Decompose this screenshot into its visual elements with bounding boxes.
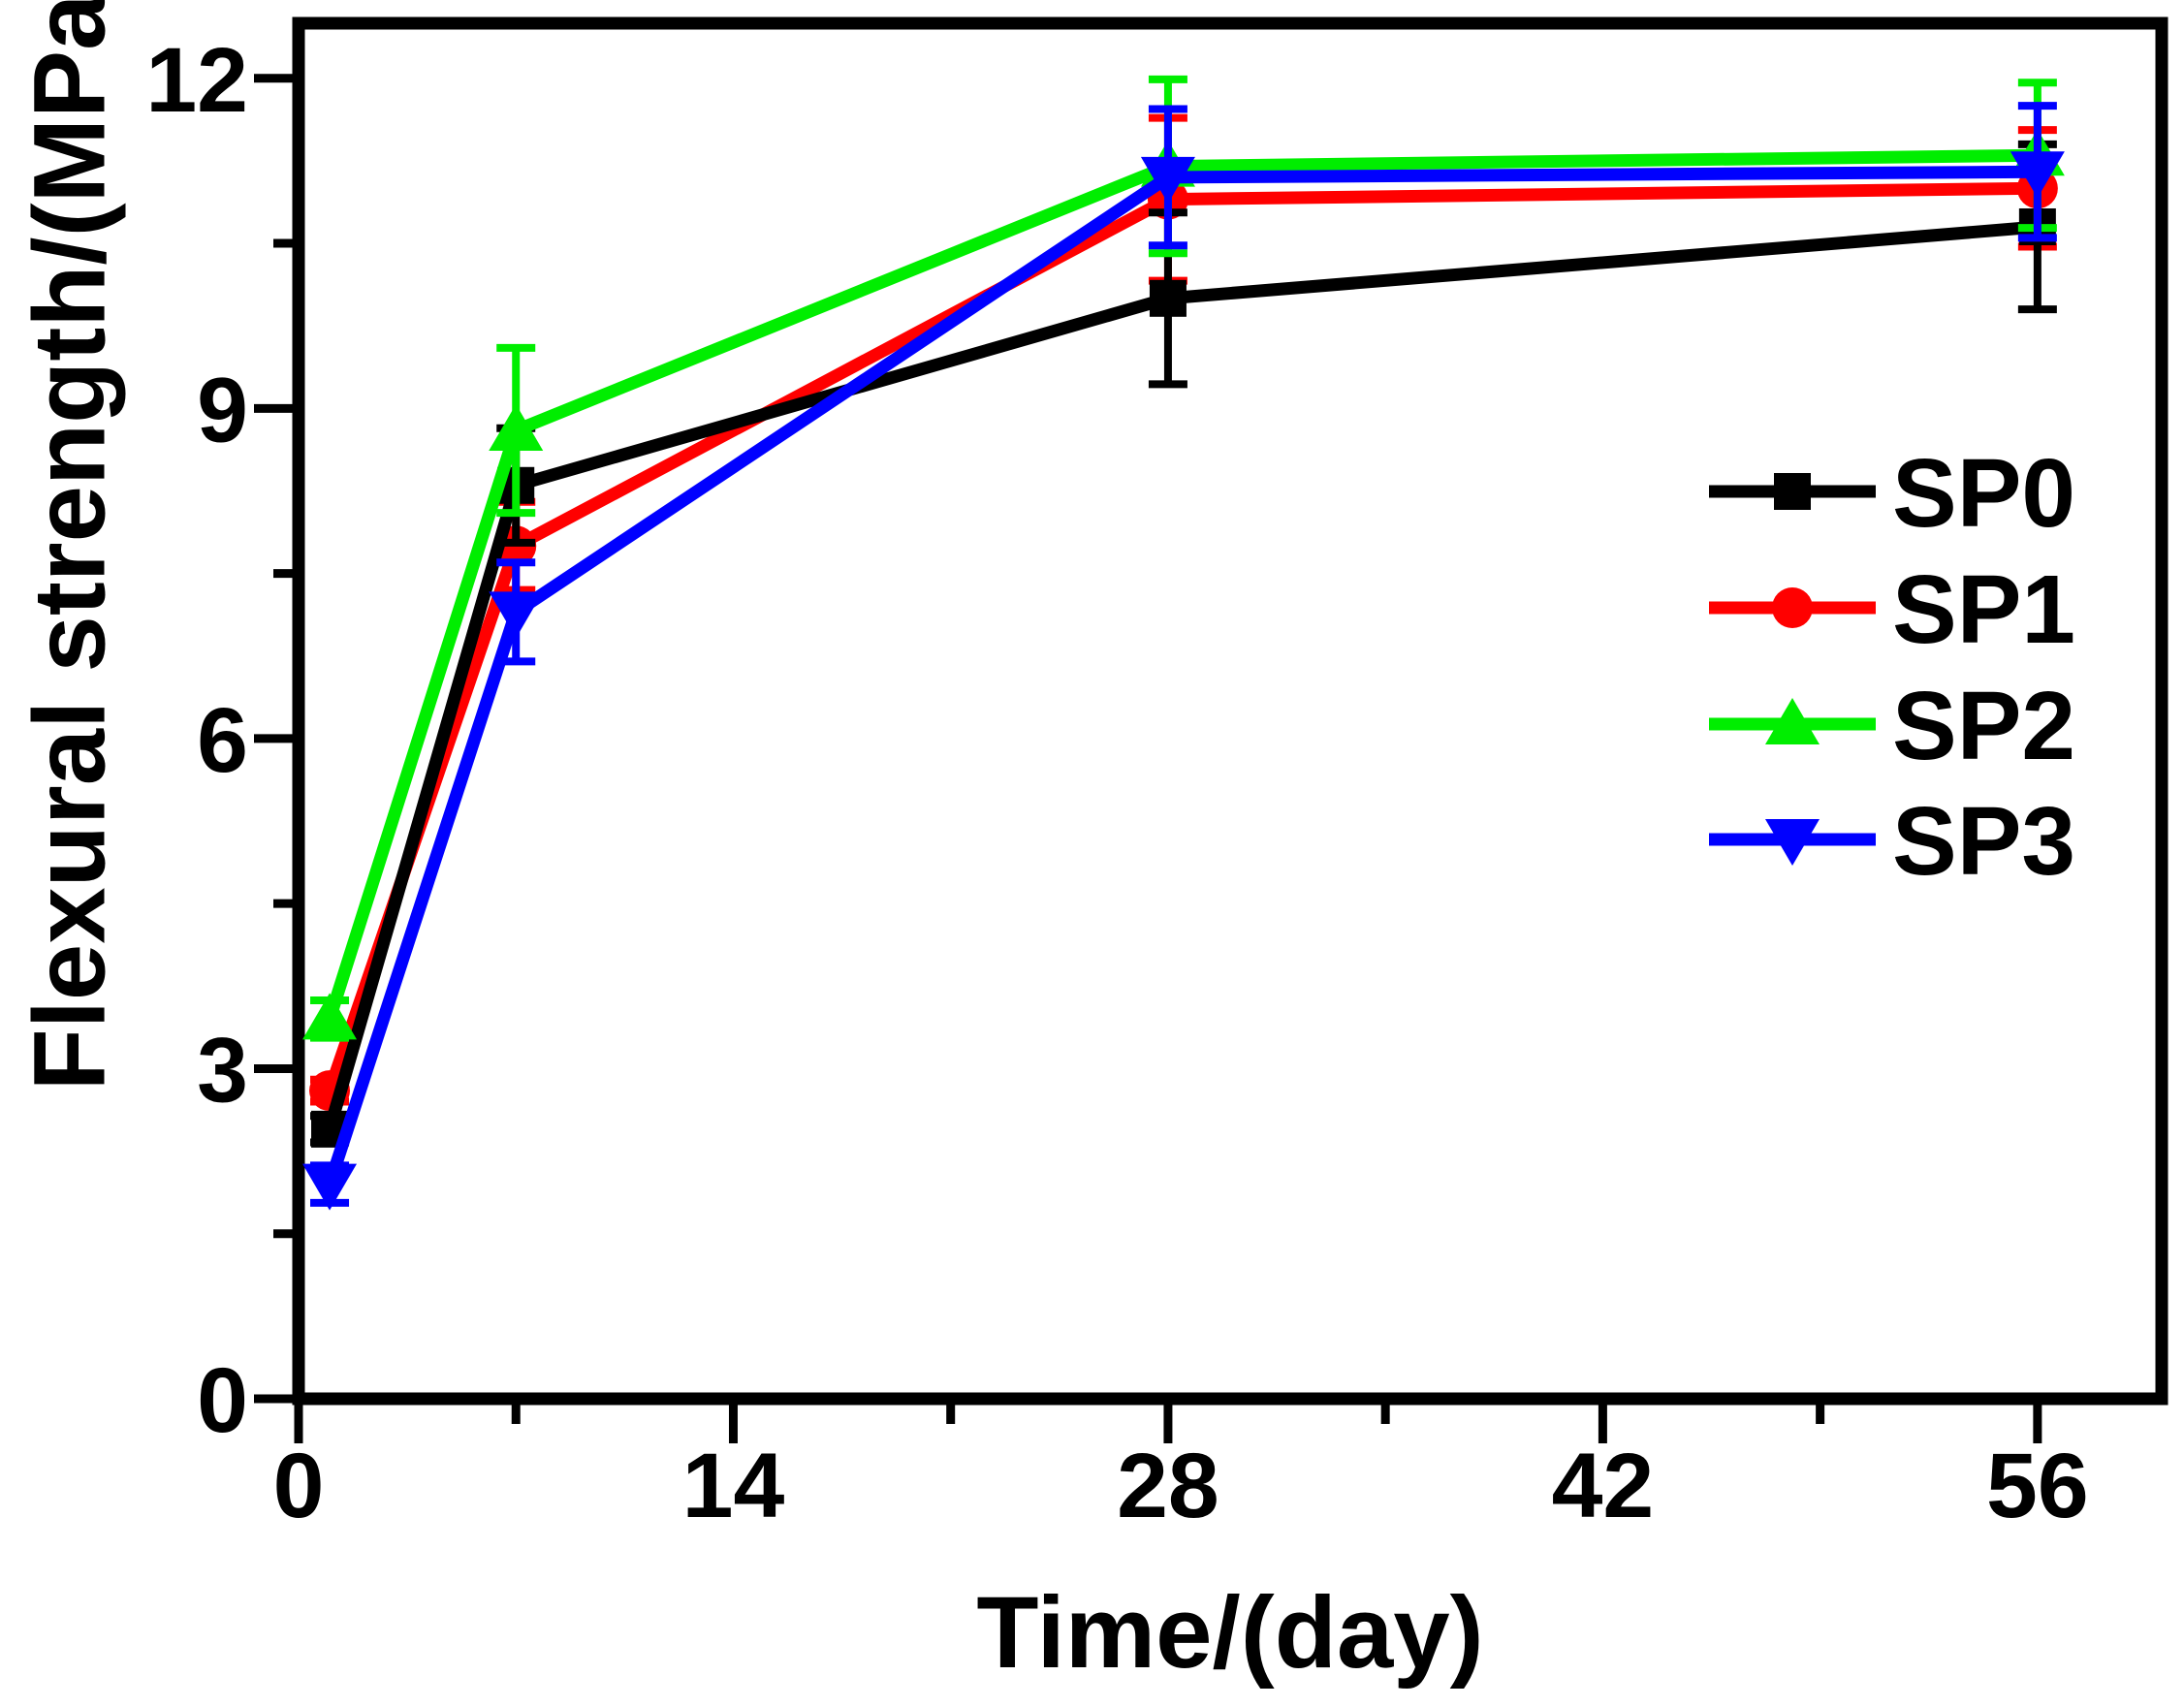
axis-ticks <box>254 74 2042 1443</box>
legend-marker-SP1 <box>1772 587 1813 628</box>
plot-border <box>292 16 2168 1406</box>
x-tick-labels: 0 14 28 42 56 <box>273 1435 2089 1537</box>
legend-label-SP2: SP2 <box>1892 672 2075 780</box>
legend-entry-SP3: SP3 <box>1709 787 2075 896</box>
series-SP3 <box>302 102 2065 1211</box>
series-SP2-line <box>323 148 2038 1022</box>
x-axis-title: Time/(day) <box>976 1576 1484 1690</box>
x-tick-label-0: 0 <box>273 1435 325 1537</box>
legend-marker-SP2 <box>1765 698 1820 744</box>
series-SP0-line <box>323 220 2039 1131</box>
series-SP2-errorbars <box>310 75 2057 1042</box>
y-tick-label-0: 0 <box>197 1349 248 1452</box>
x-tick-label-42: 42 <box>1552 1435 1655 1537</box>
marker-SP3-day7 <box>489 591 544 639</box>
series-SP0-markers <box>311 208 2056 1148</box>
x-tick-label-56: 56 <box>1986 1435 2089 1537</box>
legend-label-SP0: SP0 <box>1892 439 2075 548</box>
series-SP3-errorbars <box>310 102 2057 1207</box>
marker-SP3-day56 <box>2010 151 2065 199</box>
marker-SP2-day1 <box>302 993 358 1040</box>
legend-entry-SP1: SP1 <box>1709 555 2075 664</box>
y-tick-labels: 0 3 6 9 12 <box>145 29 248 1452</box>
series-SP3-markers <box>302 151 2065 1211</box>
marker-SP3-day1 <box>302 1163 358 1211</box>
marker-SP2-day7 <box>489 404 544 452</box>
y-tick-label-6: 6 <box>197 689 248 792</box>
series-SP1-line <box>323 181 2038 1093</box>
legend-marker-SP0 <box>1774 473 1811 510</box>
y-tick-label-3: 3 <box>197 1019 248 1122</box>
series-SP0 <box>310 140 2057 1148</box>
legend-entry-SP0: SP0 <box>1709 439 2075 548</box>
marker-SP3-day28 <box>1140 156 1195 204</box>
series-SP3-line <box>323 165 2038 1186</box>
series-SP2 <box>302 75 2065 1042</box>
y-tick-label-12: 12 <box>145 29 248 132</box>
y-axis-title: Flexural strength/(MPa) <box>13 0 127 1091</box>
legend-entry-SP2: SP2 <box>1709 672 2075 780</box>
legend-label-SP3: SP3 <box>1892 787 2075 896</box>
y-tick-label-9: 9 <box>197 359 248 461</box>
x-tick-label-28: 28 <box>1117 1435 1219 1537</box>
legend-label-SP1: SP1 <box>1892 555 2075 664</box>
legend-marker-SP3 <box>1765 819 1820 866</box>
x-tick-label-14: 14 <box>682 1435 785 1537</box>
marker-SP0-day28 <box>1149 279 1187 317</box>
